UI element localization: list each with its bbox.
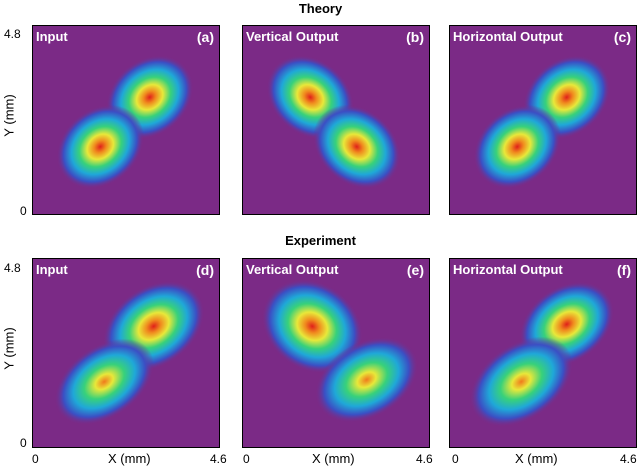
- panel-a: Input (a): [32, 25, 220, 215]
- panel-b: Vertical Output (b): [242, 25, 430, 215]
- y-max-tick-top: 4.8: [4, 27, 21, 41]
- panel-letter: (f): [617, 262, 631, 278]
- x-axis-label-1: X (mm): [108, 451, 151, 466]
- panel-f: Horizontal Output (f): [449, 258, 637, 448]
- x-axis-label-2: X (mm): [312, 451, 355, 466]
- experiment-title: Experiment: [285, 233, 356, 248]
- panel-label: Input: [36, 29, 68, 44]
- y-axis-label-bottom: Y (mm): [1, 327, 17, 370]
- x-min-tick-3: 0: [452, 452, 459, 466]
- x-axis-label-3: X (mm): [515, 451, 558, 466]
- panel-label: Vertical Output: [246, 29, 339, 44]
- panel-c: Horizontal Output (c): [449, 25, 637, 215]
- panel-e: Vertical Output (e): [242, 258, 430, 448]
- x-max-tick-1: 4.6: [210, 452, 227, 466]
- panel-label: Horizontal Output: [453, 29, 563, 44]
- panel-letter: (b): [406, 29, 424, 45]
- panel-letter: (a): [196, 29, 214, 45]
- panel-letter: (c): [613, 29, 631, 45]
- panel-label: Horizontal Output: [453, 262, 563, 277]
- panel-letter: (d): [196, 262, 214, 278]
- y-max-tick-bottom: 4.8: [4, 261, 21, 275]
- x-min-tick-2: 0: [243, 452, 250, 466]
- theory-title: Theory: [298, 1, 343, 16]
- panel-label: Vertical Output: [246, 262, 339, 277]
- panel-letter: (e): [406, 262, 424, 278]
- x-max-tick-2: 4.6: [416, 452, 433, 466]
- x-min-tick-1: 0: [32, 452, 39, 466]
- panel-label: Input: [36, 262, 68, 277]
- y-min-tick-bottom: 0: [20, 436, 27, 450]
- panel-d: Input (d): [32, 258, 220, 448]
- x-max-tick-3: 4.6: [620, 452, 637, 466]
- y-min-tick-top: 0: [20, 204, 27, 218]
- y-axis-label-top: Y (mm): [1, 94, 17, 137]
